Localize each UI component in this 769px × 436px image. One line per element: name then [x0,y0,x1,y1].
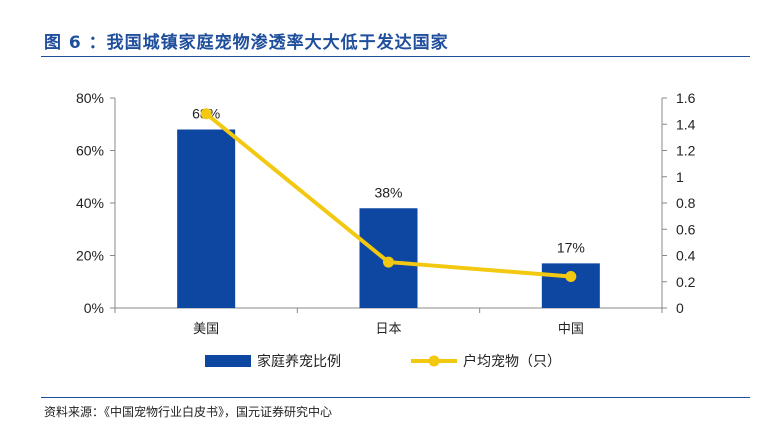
y-right-tick-label: 1.4 [676,116,696,132]
y-left-tick-label: 40% [76,195,104,211]
bar-0 [177,129,236,308]
figure-title: 图 6 ：我国城镇家庭宠物渗透率大大低于发达国家 [44,33,449,53]
legend-marker-line [428,355,440,367]
line-point-0 [200,108,212,120]
line-point-2 [565,271,577,282]
y-right-tick-label: 0.2 [676,274,696,290]
x-category-label: 中国 [558,321,584,336]
y-right-tick-label: 0.4 [676,248,696,264]
line-point-1 [383,256,394,268]
bar-value-label: 38% [374,184,402,200]
legend-label-bar: 家庭养宠比例 [257,353,341,369]
x-category-label: 美国 [193,321,219,336]
y-right-tick-label: 1.2 [676,143,696,159]
title-rule [41,56,750,57]
bar-2 [541,263,600,308]
legend-label-line: 户均宠物（只） [463,353,561,369]
source-rule [41,397,750,398]
y-right-tick-label: 1 [676,169,684,185]
y-right-tick-label: 0.6 [676,221,696,237]
legend-swatch-bar [205,355,251,367]
y-right-tick-label: 0 [676,300,684,316]
bar-value-label: 17% [557,239,585,255]
y-right-tick-label: 1.6 [676,90,696,106]
y-left-tick-label: 0% [84,300,104,316]
y-right-tick-label: 0.8 [676,195,696,211]
y-left-tick-label: 60% [76,143,104,159]
y-left-tick-label: 20% [76,248,104,264]
source-note: 资料来源：《中国宠物行业白皮书》，国元证券研究中心 [44,405,333,419]
x-category-label: 日本 [375,321,401,336]
y-left-tick-label: 80% [76,90,104,106]
